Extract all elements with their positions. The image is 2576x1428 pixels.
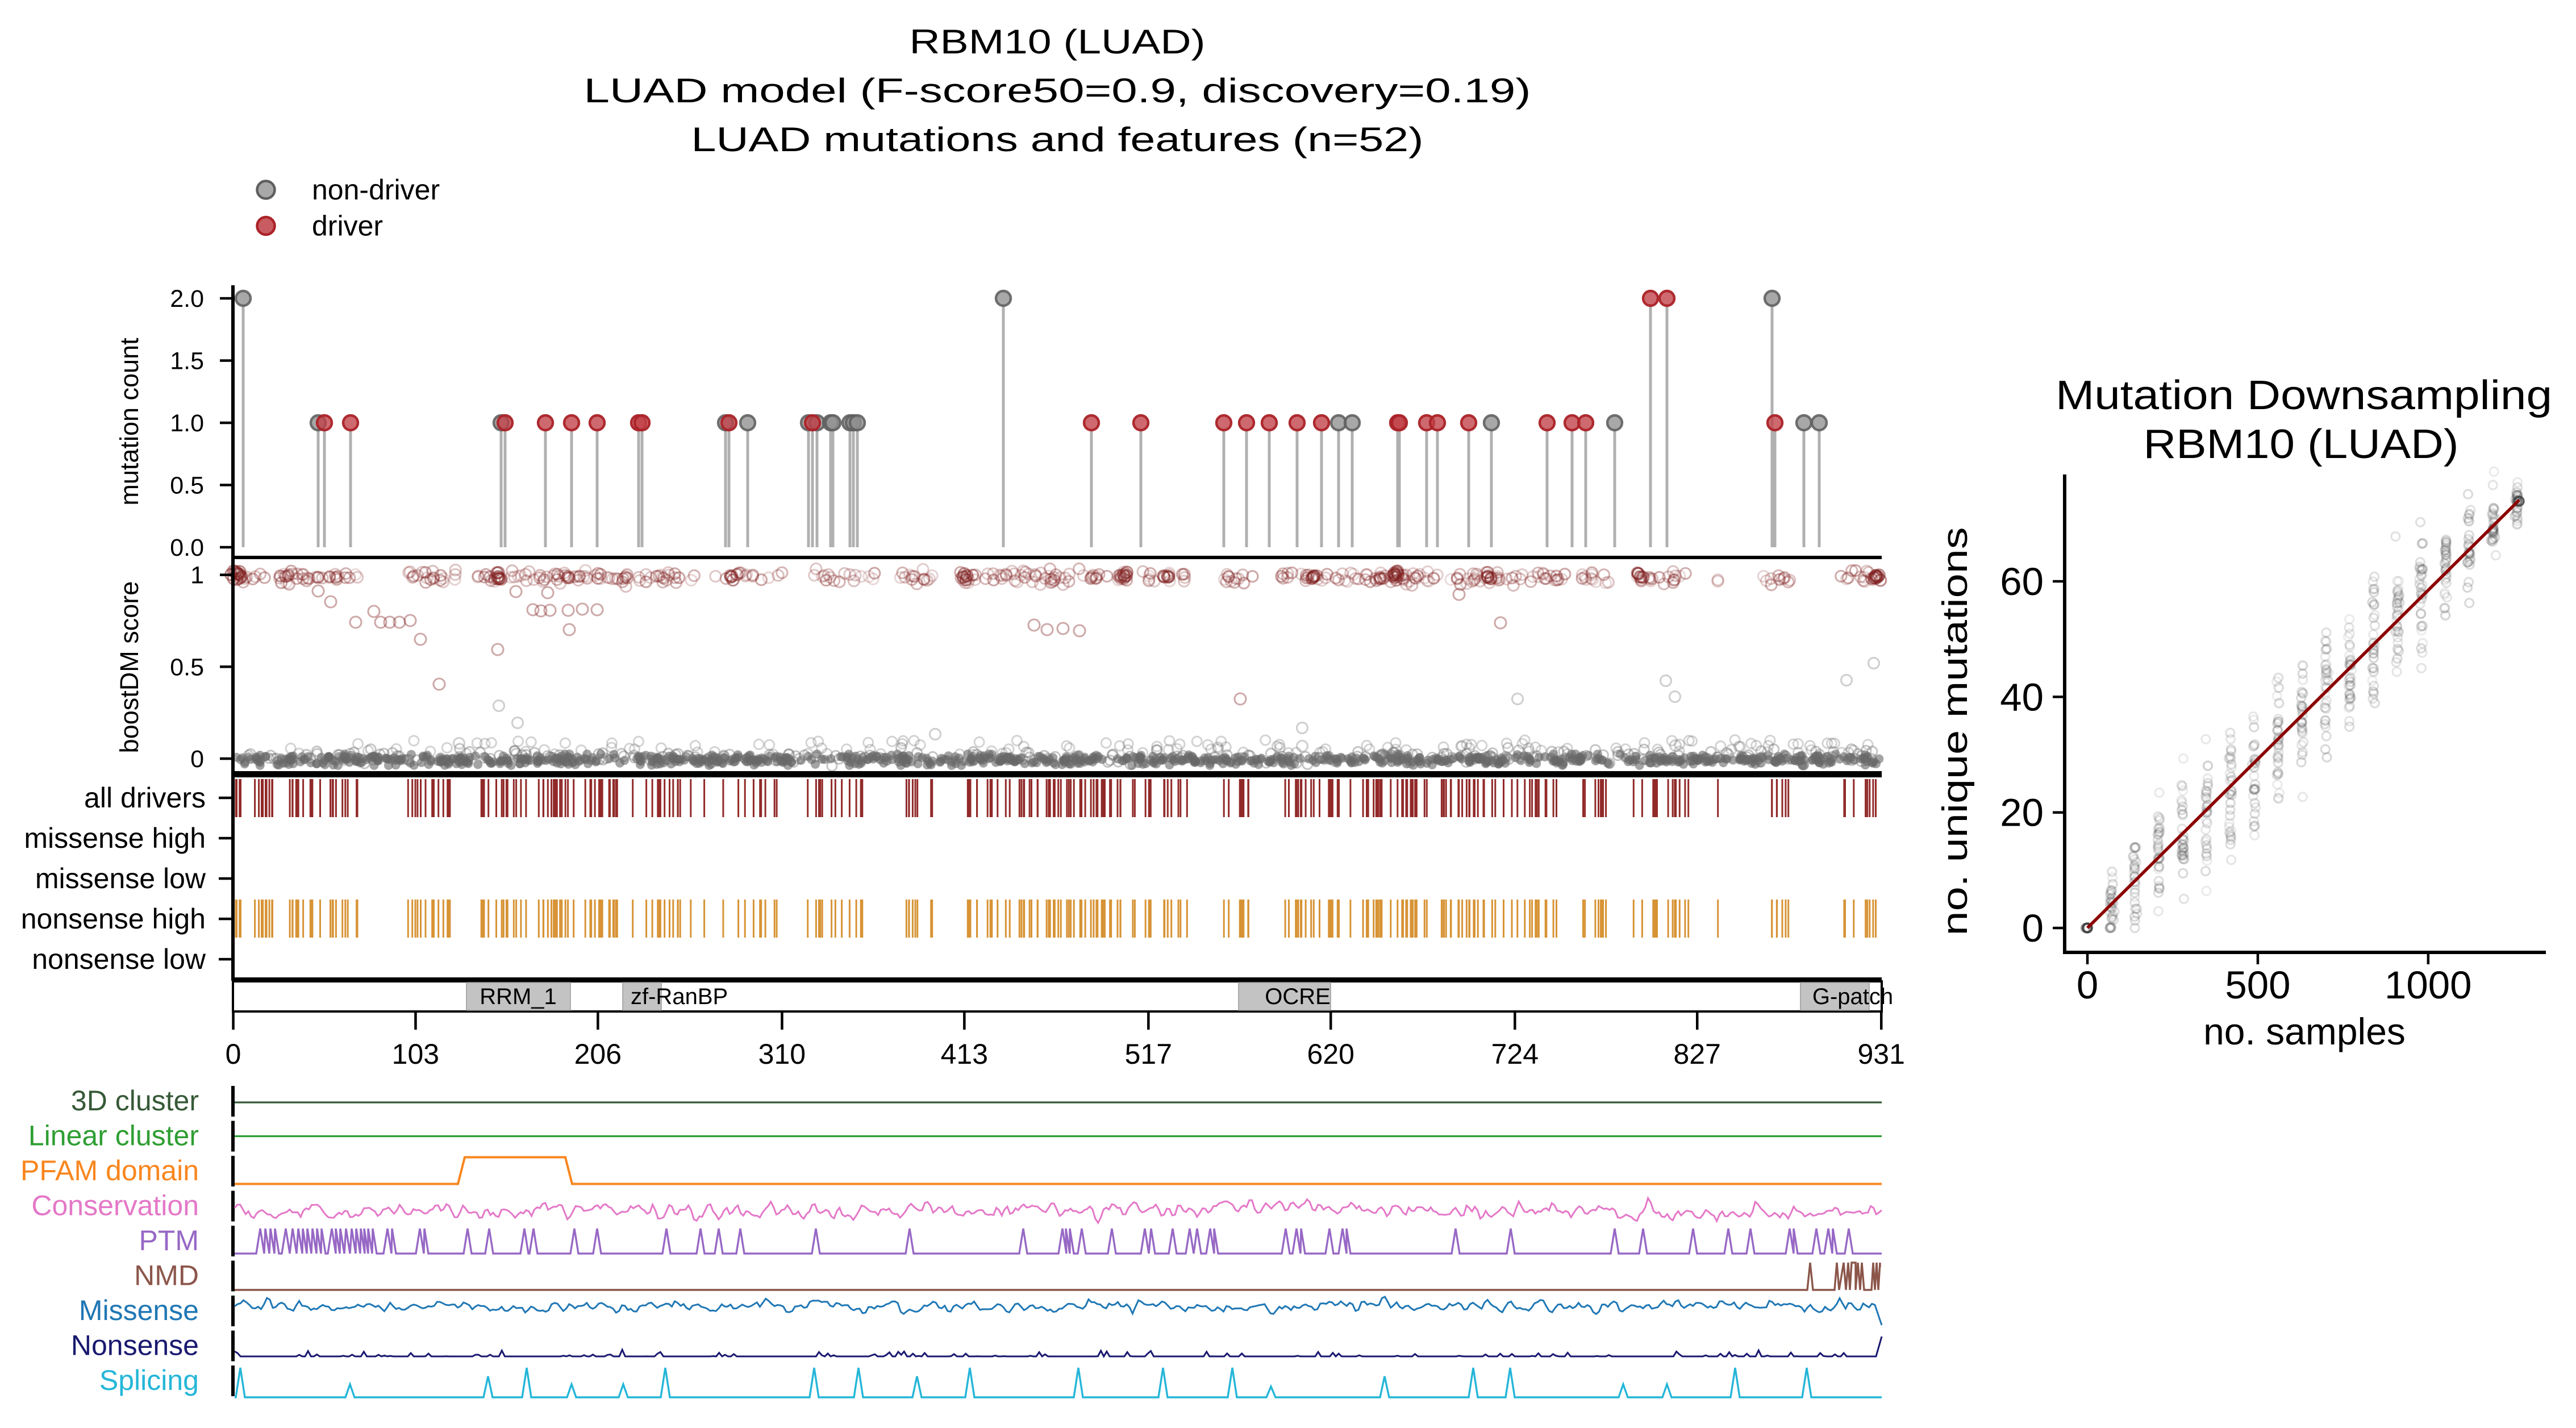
svg-text:PFAM domain: PFAM domain xyxy=(20,1155,199,1186)
svg-text:931: 931 xyxy=(1857,1038,1904,1070)
svg-text:3D cluster: 3D cluster xyxy=(71,1085,199,1117)
svg-text:Linear cluster: Linear cluster xyxy=(28,1120,199,1152)
svg-text:Conservation: Conservation xyxy=(31,1190,199,1222)
svg-text:G-patch: G-patch xyxy=(1812,984,1893,1009)
svg-text:zf-RanBP: zf-RanBP xyxy=(631,984,728,1009)
svg-text:827: 827 xyxy=(1673,1038,1720,1070)
svg-text:20: 20 xyxy=(2000,791,2044,835)
svg-text:103: 103 xyxy=(392,1038,439,1070)
svg-text:missense high: missense high xyxy=(24,822,206,854)
svg-text:0: 0 xyxy=(2022,906,2044,950)
svg-text:driver: driver xyxy=(312,210,383,242)
svg-text:PTM: PTM xyxy=(139,1225,199,1256)
svg-text:620: 620 xyxy=(1307,1038,1354,1070)
svg-text:1: 1 xyxy=(190,562,204,589)
svg-text:0.0: 0.0 xyxy=(170,534,204,561)
svg-text:RBM10 (LUAD): RBM10 (LUAD) xyxy=(2144,422,2459,467)
svg-text:Nonsense: Nonsense xyxy=(71,1330,199,1362)
svg-text:LUAD mutations and features (n: LUAD mutations and features (n=52) xyxy=(691,120,1424,159)
svg-text:413: 413 xyxy=(941,1038,988,1070)
svg-text:non-driver: non-driver xyxy=(312,174,440,206)
svg-text:206: 206 xyxy=(574,1038,622,1070)
svg-text:NMD: NMD xyxy=(134,1260,199,1292)
svg-text:nonsense low: nonsense low xyxy=(32,943,206,975)
svg-text:nonsense high: nonsense high xyxy=(21,903,206,935)
svg-text:2.0: 2.0 xyxy=(170,285,204,313)
svg-text:no. samples: no. samples xyxy=(2203,1010,2406,1052)
svg-text:mutation count: mutation count xyxy=(115,338,144,506)
svg-text:40: 40 xyxy=(2000,675,2044,719)
svg-text:RBM10 (LUAD): RBM10 (LUAD) xyxy=(910,23,1206,61)
svg-text:310: 310 xyxy=(758,1038,806,1070)
svg-text:517: 517 xyxy=(1125,1038,1172,1070)
svg-text:1.5: 1.5 xyxy=(170,348,204,375)
svg-text:LUAD model (F-score50=0.9, dis: LUAD model (F-score50=0.9, discovery=0.1… xyxy=(584,72,1531,110)
svg-text:OCRE: OCRE xyxy=(1265,984,1331,1009)
svg-text:Splicing: Splicing xyxy=(99,1364,199,1396)
svg-text:no. unique mutations: no. unique mutations xyxy=(1936,527,1975,936)
svg-text:500: 500 xyxy=(2225,963,2290,1007)
svg-text:missense low: missense low xyxy=(35,863,206,894)
svg-text:60: 60 xyxy=(2000,560,2044,603)
svg-text:0: 0 xyxy=(226,1038,241,1070)
svg-text:0: 0 xyxy=(2077,963,2098,1007)
svg-text:724: 724 xyxy=(1491,1038,1539,1070)
svg-text:1000: 1000 xyxy=(2385,963,2472,1007)
svg-text:0.5: 0.5 xyxy=(170,653,204,681)
svg-text:boostDM score: boostDM score xyxy=(115,581,144,753)
svg-text:all drivers: all drivers xyxy=(84,782,206,814)
svg-text:0.5: 0.5 xyxy=(170,472,204,499)
svg-text:0: 0 xyxy=(190,746,204,773)
svg-text:Mutation Downsampling: Mutation Downsampling xyxy=(2056,373,2552,418)
svg-text:Missense: Missense xyxy=(79,1294,199,1326)
svg-text:RRM_1: RRM_1 xyxy=(480,984,557,1009)
svg-text:1.0: 1.0 xyxy=(170,410,204,437)
